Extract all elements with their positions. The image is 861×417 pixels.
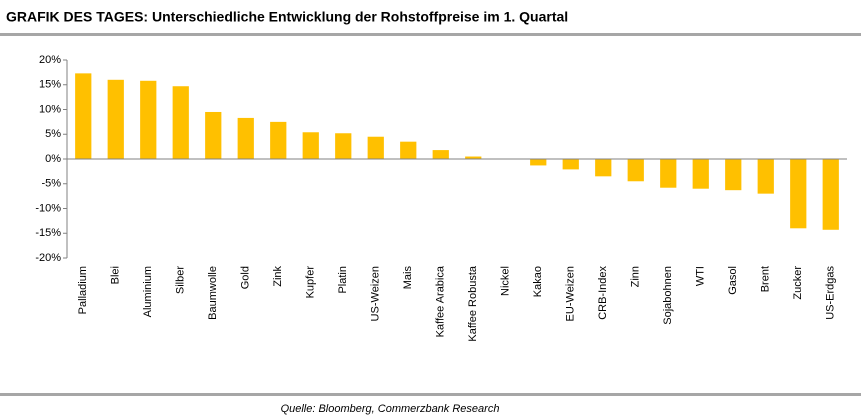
bar bbox=[432, 150, 449, 159]
source: Quelle: Bloomberg, Commerzbank Research bbox=[281, 403, 500, 415]
bar bbox=[660, 159, 677, 188]
bar bbox=[75, 73, 92, 159]
x-tick-label: Kupfer bbox=[305, 266, 317, 299]
x-tick-label: EU-Weizen bbox=[565, 266, 577, 321]
y-tick-label: 20% bbox=[39, 54, 61, 66]
x-tick-label: Brent bbox=[760, 266, 772, 292]
x-tick-label: Blei bbox=[110, 266, 122, 284]
bar bbox=[205, 111, 222, 159]
x-tick-label: Gasol bbox=[727, 266, 739, 295]
x-tick-label: WTI bbox=[695, 266, 707, 286]
x-tick-label: US-Erdgas bbox=[825, 266, 837, 320]
bar bbox=[140, 80, 157, 159]
bar bbox=[627, 159, 644, 182]
bar bbox=[530, 159, 547, 166]
x-tick-label: Palladium bbox=[77, 266, 89, 314]
bar bbox=[172, 86, 189, 159]
y-tick-label: -15% bbox=[35, 227, 61, 239]
bar bbox=[237, 117, 254, 159]
x-tick-label: Kaffee Robusta bbox=[467, 265, 479, 342]
bar bbox=[335, 133, 352, 159]
x-tick-label: Sojabohnen bbox=[662, 266, 674, 325]
bar bbox=[270, 121, 287, 159]
x-tick-label: CRB-Index bbox=[597, 266, 609, 320]
x-tick-label: Platin bbox=[337, 266, 349, 294]
chart-title: GRAFIK DES TAGES: Unterschiedliche Entwi… bbox=[6, 9, 568, 25]
bar bbox=[107, 79, 124, 159]
bar bbox=[692, 159, 709, 189]
x-tick-label: Aluminium bbox=[142, 266, 154, 317]
bar bbox=[302, 132, 319, 159]
y-tick-label: -5% bbox=[41, 178, 61, 190]
x-tick-label: Gold bbox=[240, 266, 252, 289]
y-tick-label: 5% bbox=[45, 128, 61, 140]
x-tick-label: Zink bbox=[272, 266, 284, 287]
x-tick-label: Silber bbox=[175, 266, 187, 294]
bar bbox=[822, 159, 839, 230]
y-tick-label: -10% bbox=[35, 202, 61, 214]
bar bbox=[465, 156, 482, 159]
bar bbox=[595, 159, 612, 177]
y-tick-label: 0% bbox=[45, 153, 61, 165]
bar bbox=[725, 159, 742, 191]
bar bbox=[562, 159, 579, 170]
x-tick-label: Mais bbox=[402, 266, 414, 290]
y-tick-label: -20% bbox=[35, 252, 61, 264]
y-tick-label: 15% bbox=[39, 79, 61, 91]
title-rule bbox=[0, 33, 861, 36]
y-tick-label: 10% bbox=[39, 103, 61, 115]
x-tick-label: Zinn bbox=[630, 266, 642, 287]
x-tick-label: Kakao bbox=[532, 266, 544, 297]
bar bbox=[367, 136, 384, 159]
x-tick-label: Kaffee Arabica bbox=[435, 265, 447, 337]
bar bbox=[400, 141, 417, 159]
x-tick-label: Baumwolle bbox=[207, 266, 219, 320]
x-tick-label: Zucker bbox=[792, 266, 804, 300]
x-tick-label: Nickel bbox=[500, 266, 512, 296]
bar bbox=[757, 159, 774, 194]
source-rule bbox=[0, 393, 861, 396]
x-tick-label: US-Weizen bbox=[370, 266, 382, 321]
bar bbox=[790, 159, 807, 229]
